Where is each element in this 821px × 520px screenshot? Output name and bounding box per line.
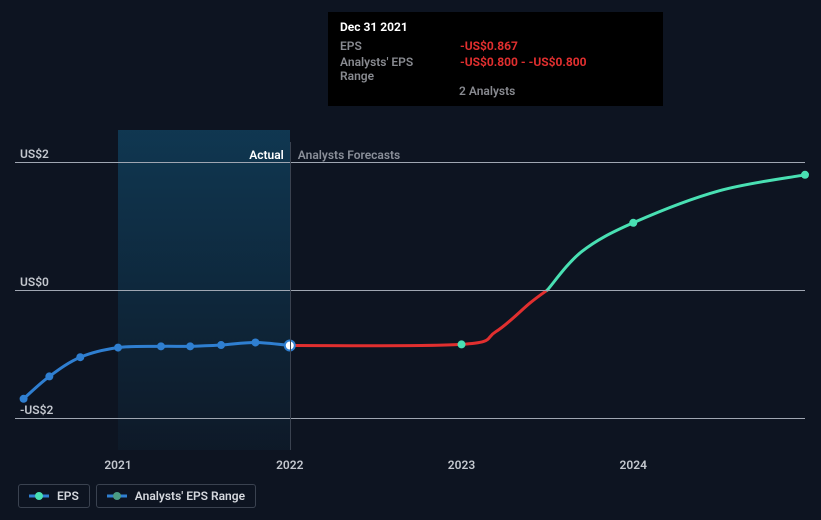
gridline bbox=[15, 290, 805, 291]
legend-item-eps[interactable]: EPS bbox=[18, 484, 90, 508]
y-axis-label: US$2 bbox=[20, 147, 49, 161]
tooltip-title: Dec 31 2021 bbox=[340, 20, 651, 34]
tooltip-footnote: 2 Analysts bbox=[459, 84, 651, 98]
legend: EPS Analysts' EPS Range bbox=[18, 484, 256, 508]
legend-label: EPS bbox=[57, 489, 79, 503]
gridline bbox=[15, 418, 805, 419]
chart-tooltip: Dec 31 2021 EPS -US$0.867 Analysts' EPS … bbox=[328, 12, 663, 106]
x-axis-label: 2024 bbox=[620, 458, 647, 472]
legend-label: Analysts' EPS Range bbox=[135, 489, 245, 503]
region-label-forecast: Analysts Forecasts bbox=[298, 148, 400, 162]
tooltip-label: EPS bbox=[340, 39, 450, 53]
gridline bbox=[15, 162, 805, 163]
tooltip-value: -US$0.800 - -US$0.800 bbox=[460, 55, 587, 69]
region-label-actual: Actual bbox=[249, 148, 284, 162]
x-axis-label: 2023 bbox=[448, 458, 475, 472]
legend-item-range[interactable]: Analysts' EPS Range bbox=[96, 484, 256, 508]
y-axis-label: US$0 bbox=[20, 275, 49, 289]
legend-swatch-icon bbox=[107, 491, 127, 501]
x-axis-label: 2021 bbox=[104, 458, 131, 472]
legend-swatch-icon bbox=[29, 491, 49, 501]
actual-forecast-divider bbox=[290, 142, 291, 450]
tooltip-value: -US$0.867 bbox=[460, 39, 518, 53]
tooltip-label: Analysts' EPS Range bbox=[340, 55, 450, 83]
tooltip-row-eps: EPS -US$0.867 bbox=[340, 38, 651, 54]
eps-chart: Dec 31 2021 EPS -US$0.867 Analysts' EPS … bbox=[0, 0, 821, 520]
tooltip-row-range: Analysts' EPS Range -US$0.800 - -US$0.80… bbox=[340, 54, 651, 84]
y-axis-label: -US$2 bbox=[20, 403, 53, 417]
x-axis-label: 2022 bbox=[276, 458, 303, 472]
